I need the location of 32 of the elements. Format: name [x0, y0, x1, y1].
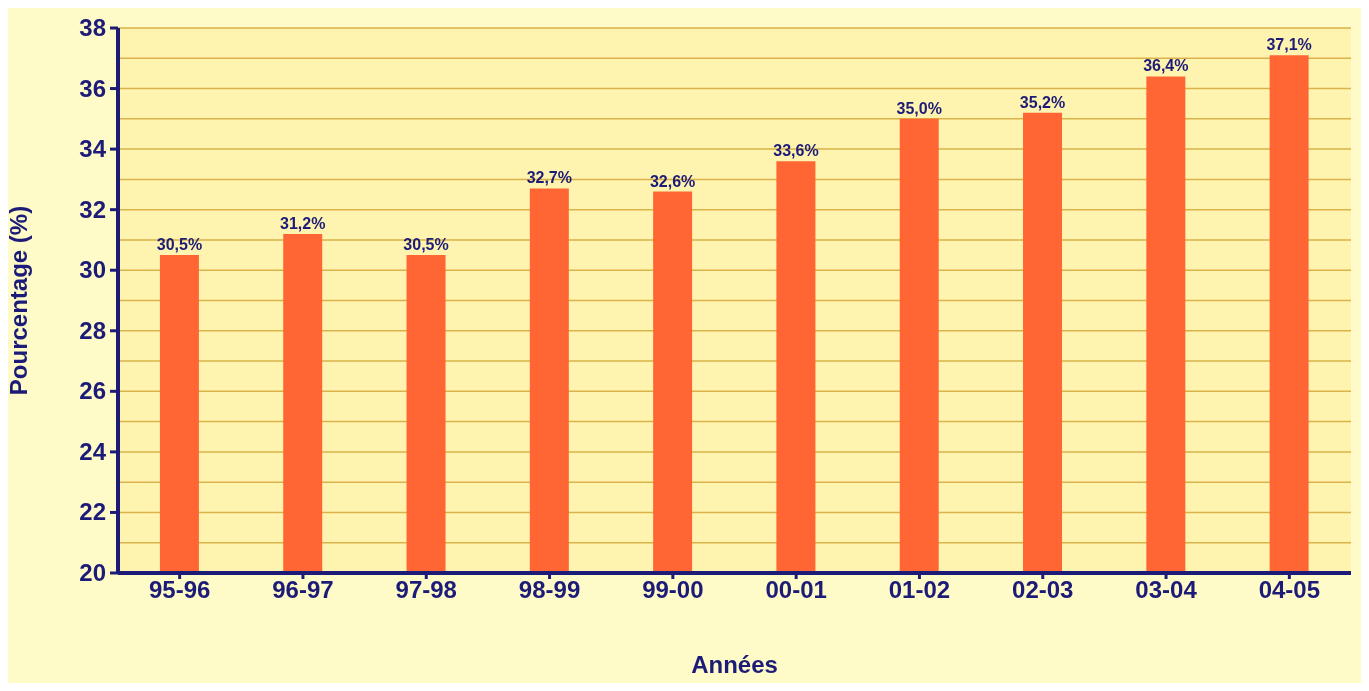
y-tick-label: 32 [79, 195, 106, 223]
x-tick-label: 02-03 [1012, 576, 1074, 604]
y-tick-label: 28 [79, 316, 106, 344]
y-tick-label: 34 [79, 135, 107, 163]
y-tick-label: 30 [79, 256, 106, 284]
x-tick-label: 01-02 [888, 576, 951, 604]
y-tick-label: 22 [79, 498, 106, 526]
x-tick-label: 00-01 [765, 576, 827, 604]
data-label: 31,2% [280, 214, 326, 232]
data-label: 36,4% [1143, 57, 1189, 75]
data-label: 32,6% [649, 172, 696, 190]
y-tick-label: 38 [79, 14, 106, 41]
y-axis-title: Pourcentage (%) [4, 205, 32, 396]
y-tick-label: 24 [79, 437, 107, 465]
data-label: 30,5% [156, 236, 203, 254]
x-axis-title: Années [691, 651, 778, 678]
x-tick-label: 98-99 [518, 576, 581, 604]
data-label: 33,6% [773, 142, 819, 160]
data-label: 35,2% [1019, 93, 1066, 111]
x-tick-label: 97-98 [395, 576, 457, 604]
data-label: 30,5% [403, 236, 449, 254]
y-tick-label: 36 [79, 74, 106, 102]
x-tick-label: 99-00 [642, 576, 704, 604]
data-label: 32,7% [526, 169, 573, 187]
data-label: 35,0% [896, 99, 942, 117]
data-label: 37,1% [1266, 36, 1312, 54]
x-tick-label: 03-04 [1135, 576, 1198, 604]
y-tick-label: 20 [79, 559, 106, 586]
x-tick-label: 96-97 [272, 576, 334, 604]
y-tick-label: 26 [79, 377, 106, 405]
x-tick-label: 04-05 [1258, 576, 1321, 604]
x-tick-label: 95-96 [148, 576, 211, 604]
